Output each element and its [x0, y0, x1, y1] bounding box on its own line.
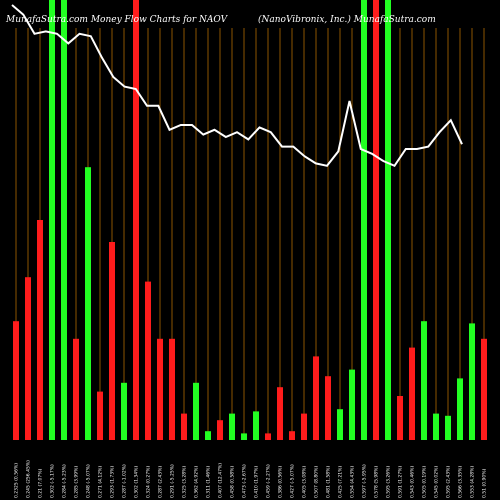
volume-bar — [433, 413, 439, 440]
price-line — [11, 4, 463, 168]
volume-bar — [253, 411, 259, 440]
volume-bar — [13, 321, 19, 440]
volume-bar — [361, 0, 367, 440]
price-line-layer — [11, 4, 463, 168]
chart-header-left: MunafaSutra.com Money Flow Charts for NA… — [5, 15, 229, 25]
x-tick-label: 0.325 (3.28%) — [182, 466, 188, 498]
volume-bar — [385, 0, 391, 440]
x-tick-label: 0.311 (1.46%) — [206, 466, 212, 498]
x-tick-label: 0.591 (1.27%) — [398, 466, 404, 498]
x-tick-label: 0.51 (0.90%) — [482, 468, 488, 498]
x-axis-labels: 0.2325 (0.56%) 0.245 (256.45%) 0.21 (7.07%… — [14, 460, 488, 498]
x-tick-label: 0.543 (0.46%) — [410, 466, 416, 498]
volume-bar — [193, 382, 199, 440]
x-tick-label: 0.293 (1.73%) — [110, 466, 116, 498]
volume-bar — [181, 413, 187, 440]
volume-bar — [241, 433, 247, 440]
volume-bar — [25, 277, 31, 440]
x-tick-label: 0.284 (-5.23%) — [62, 464, 68, 498]
x-tick-label: 0.287 (2.43%) — [158, 466, 164, 498]
x-tick-label: 0.386 (0.56%) — [278, 466, 284, 498]
volume-bar — [157, 338, 163, 440]
volume-bar — [205, 431, 211, 440]
volume-bar — [277, 387, 283, 440]
x-tick-label: 0.481 (1.58%) — [326, 466, 332, 498]
x-tick-label: 0.287 (-1.02%) — [122, 464, 128, 498]
x-tick-label: 0.595 (3.26%) — [386, 466, 392, 498]
volume-bar — [121, 382, 127, 440]
volume-bar — [289, 431, 295, 440]
volume-bar — [481, 338, 487, 440]
volume-bar — [49, 0, 55, 440]
x-tick-label: 0.554 (4.43%) — [350, 466, 356, 498]
x-tick-label: 0.505 (0.19%) — [422, 466, 428, 498]
volume-bar — [349, 369, 355, 440]
volume-bar — [445, 415, 451, 440]
volume-bar — [373, 0, 379, 440]
volume-bar — [145, 281, 151, 440]
x-tick-label: 0.410 (1.97%) — [254, 466, 260, 498]
volume-bar — [337, 409, 343, 440]
volume-bar — [313, 356, 319, 440]
x-tick-label: 0.566 (3.35%) — [458, 466, 464, 498]
volume-bar — [421, 321, 427, 440]
volume-bar — [397, 396, 403, 440]
x-tick-label: 0.578 (5.98%) — [374, 466, 380, 498]
x-tick-label: 0.458 (0.58%) — [230, 466, 236, 498]
x-tick-label: 0.271 (4.12%) — [98, 466, 104, 498]
volume-bar — [457, 378, 463, 440]
volume-bar — [301, 413, 307, 440]
x-tick-label: 0.427 (-5.07%) — [290, 464, 296, 498]
x-tick-label: 0.405 (3.08%) — [302, 466, 308, 498]
chart-header-right: (NanoVibronix, Inc.) MunafaSutra.com — [258, 14, 436, 25]
x-tick-label: 0.595 (2.43%) — [446, 466, 452, 498]
volume-bar — [325, 376, 331, 440]
x-tick-label: 0.2325 (0.56%) — [14, 463, 20, 498]
volume-bar — [97, 391, 103, 440]
volume-bars — [13, 0, 487, 440]
volume-bar — [469, 323, 475, 440]
x-tick-label: 0.545 (0.02%) — [434, 466, 440, 498]
x-tick-label: 0.459 (-2.27%) — [266, 464, 272, 498]
x-tick-label: 0.507 (8.80%) — [314, 466, 320, 498]
x-tick-label: 0.245 (256.45%) — [26, 460, 32, 498]
x-tick-label: 0.248 (-5.07%) — [86, 464, 92, 498]
x-tick-label: 0.302 (1.34%) — [134, 466, 140, 498]
x-tick-label: 0.553 (4.28%) — [470, 466, 476, 498]
x-tick-label: 0.473 (-2.67%) — [242, 464, 248, 498]
volume-bar — [409, 347, 415, 440]
volume-bar — [73, 338, 79, 440]
volume-bar — [133, 0, 139, 440]
x-tick-label: 0.362 (4.92%) — [194, 466, 200, 498]
x-tick-label: 0.597 (-5.95%) — [362, 464, 368, 498]
x-tick-label: 0.21 (7.07%) — [38, 468, 44, 498]
volume-bar — [265, 433, 271, 440]
volume-bar — [217, 420, 223, 440]
x-tick-label: 0.291 (-5.25%) — [170, 464, 176, 498]
x-tick-label: 0.302 (-5.17%) — [50, 464, 56, 498]
volume-bar — [37, 220, 43, 440]
x-tick-label: 0.407 (12.47%) — [218, 463, 224, 498]
x-tick-label: 0.425 (7.21%) — [338, 466, 344, 498]
x-tick-label: 0.285 (3.99%) — [74, 466, 80, 498]
volume-bar — [61, 0, 67, 440]
volume-bar — [109, 242, 115, 440]
volume-bar — [169, 338, 175, 440]
volume-bar — [229, 413, 235, 440]
volume-bar — [85, 167, 91, 440]
x-tick-label: 0.324 (0.27%) — [146, 466, 152, 498]
